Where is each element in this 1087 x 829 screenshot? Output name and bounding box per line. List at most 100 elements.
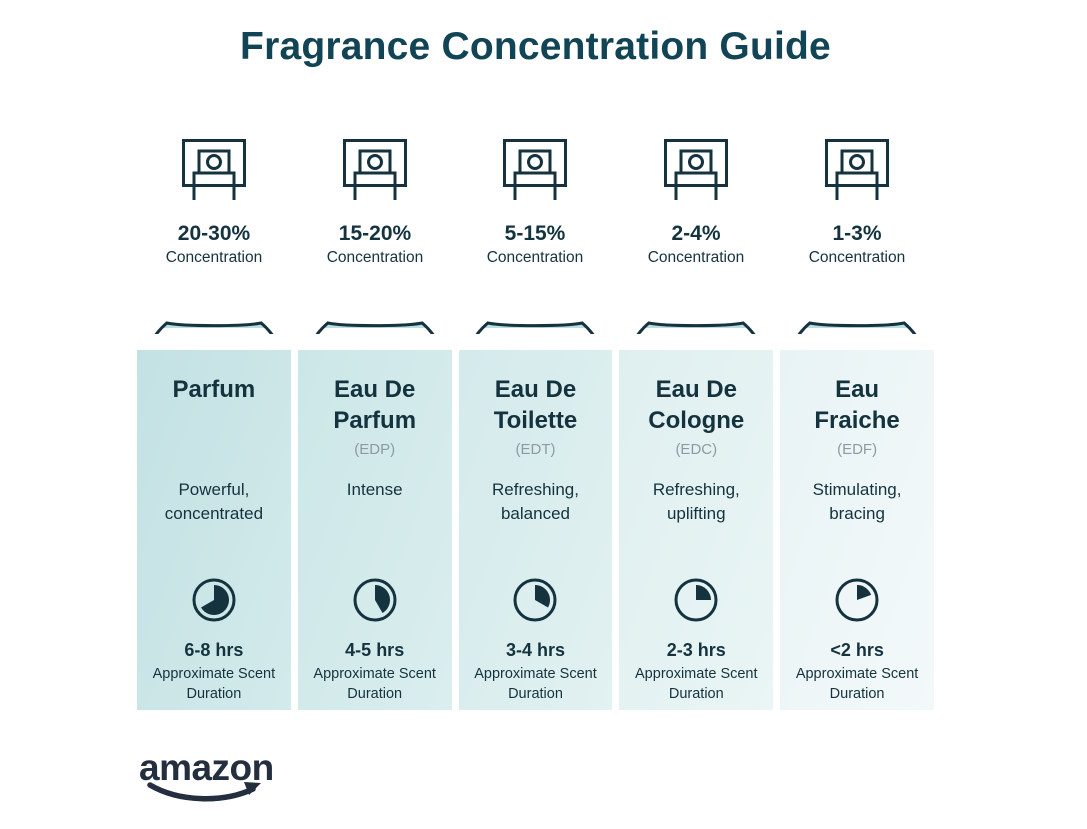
clock-zone <box>672 576 720 628</box>
column-title-zone: Eau De Cologne (EDC) <box>648 374 744 478</box>
scent-duration-caption: Approximate Scent Duration <box>795 666 919 702</box>
clock-zone <box>833 576 881 628</box>
clock-icon <box>674 578 718 622</box>
perfume-bottle-icon: 1-3% Concentration <box>785 139 930 334</box>
concentration-range: 15-20% <box>338 222 411 245</box>
fragrance-name-line1: Parfum <box>172 376 256 403</box>
bottle-cap <box>503 139 568 187</box>
clock-icon <box>353 578 397 622</box>
column-eau-de-toilette: Eau De Toilette (EDT) Refreshing, balanc… <box>458 350 613 710</box>
fragrance-columns: Parfum Powerful, concentrated 6-8 hrs Ap… <box>137 350 934 710</box>
clock-zone <box>190 576 238 628</box>
scent-duration: 6-8 hrs <box>184 640 244 660</box>
column-eau-de-parfum: Eau De Parfum (EDP) Intense 4-5 hrs Appr… <box>297 350 452 710</box>
bottle-body <box>315 321 435 334</box>
fragrance-name-line2: Fraiche <box>814 407 900 434</box>
perfume-bottle-icon: 15-20% Concentration <box>302 139 447 334</box>
bottle-nozzle-hole <box>849 154 866 170</box>
fragrance-name-line2: Cologne <box>648 407 745 434</box>
amazon-wordmark: amazon <box>139 747 274 788</box>
fragrance-name: Eau De Cologne <box>648 374 744 436</box>
bottle-body <box>636 321 756 334</box>
fragrance-abbr: (EDT) <box>515 441 556 458</box>
footer: amazon <box>139 747 1087 808</box>
concentration-range: 20-30% <box>178 222 251 245</box>
bottle-cell: 15-20% Concentration <box>298 136 452 334</box>
column-title-zone: Parfum <box>173 374 256 478</box>
fragrance-name-line1: Eau <box>835 376 880 403</box>
fragrance-description: Intense <box>346 480 403 499</box>
bottle-cap <box>181 139 246 187</box>
scent-duration-caption: Approximate Scent Duration <box>635 666 758 702</box>
clock-icon <box>192 578 236 622</box>
column-parfum: Parfum Powerful, concentrated 6-8 hrs Ap… <box>137 350 291 710</box>
page-title: Fragrance Concentration Guide <box>240 25 831 68</box>
column-eau-de-cologne: Eau De Cologne (EDC) Refreshing, uplifti… <box>619 350 774 710</box>
scent-duration-caption: Approximate Scent Duration <box>474 666 597 702</box>
scent-duration: 3-4 hrs <box>505 640 565 660</box>
perfume-bottle-icon: 20-30% Concentration <box>141 139 286 334</box>
concentration-label: Concentration <box>487 249 584 266</box>
fragrance-description: Refreshing, uplifting <box>652 480 740 523</box>
column-title-zone: Eau Fraiche (EDF) <box>814 374 899 478</box>
bottle-nozzle-hole <box>527 154 544 170</box>
scent-duration: 2-3 hrs <box>666 640 726 660</box>
clock-icon <box>835 578 879 622</box>
bottle-cap <box>664 139 729 187</box>
bottle-nozzle-hole <box>688 154 705 170</box>
bottle-nozzle-hole <box>205 154 222 170</box>
fragrance-description: Refreshing, balanced <box>492 480 579 523</box>
clock-icon <box>513 578 557 622</box>
concentration-label: Concentration <box>648 249 745 266</box>
column-title-zone: Eau De Toilette (EDT) <box>494 374 578 478</box>
concentration-range: 1-3% <box>833 222 882 245</box>
bottle-cell: 2-4% Concentration <box>619 136 773 334</box>
concentration-range: 5-15% <box>505 222 566 245</box>
scent-duration-caption: Approximate Scent Duration <box>313 666 436 702</box>
scent-duration-caption: Approximate Scent Duration <box>152 666 276 702</box>
fragrance-name: Eau De Parfum <box>333 374 416 436</box>
bottle-nozzle-hole <box>366 154 383 170</box>
fragrance-name-line1: Eau De <box>334 376 416 403</box>
clock-zone <box>511 576 559 628</box>
fragrance-description: Powerful, concentrated <box>164 480 264 523</box>
fragrance-name: Eau De Toilette <box>494 374 578 436</box>
concentration-label: Concentration <box>166 249 263 266</box>
bottle-liquid <box>141 323 286 328</box>
bottle-body <box>797 321 917 334</box>
fragrance-name: Parfum <box>173 374 256 405</box>
amazon-logo: amazon <box>139 747 309 808</box>
fragrance-name-line1: Eau De <box>494 376 577 403</box>
content-area: 20-30% Concentration 15-20% Concentratio… <box>137 136 934 710</box>
fragrance-name-line2: Toilette <box>493 407 578 434</box>
scent-duration: <2 hrs <box>830 640 884 660</box>
column-title-zone: Eau De Parfum (EDP) <box>333 374 416 478</box>
fragrance-name: Eau Fraiche <box>814 374 899 436</box>
bottle-liquid <box>463 323 608 328</box>
clock-zone <box>351 576 399 628</box>
column-eau-fraiche: Eau Fraiche (EDF) Stimulating, bracing <… <box>780 350 934 710</box>
amazon-smile-icon <box>147 782 261 802</box>
fragrance-abbr: (EDC) <box>675 441 718 458</box>
bottle-liquid <box>302 323 447 328</box>
bottle-cap <box>342 139 407 187</box>
bottle-body <box>154 321 274 334</box>
fragrance-name-line1: Eau De <box>655 376 737 403</box>
concentration-label: Concentration <box>326 249 423 266</box>
perfume-bottle-icon: 5-15% Concentration <box>463 139 608 334</box>
bottle-body <box>476 321 595 334</box>
fragrance-abbr: (EDF) <box>837 441 878 458</box>
fragrance-description: Stimulating, bracing <box>812 480 902 523</box>
fragrance-abbr: (EDP) <box>354 441 396 458</box>
concentration-range: 2-4% <box>672 222 721 245</box>
bottle-cell: 20-30% Concentration <box>137 136 291 334</box>
bottle-cap <box>825 139 890 187</box>
fragrance-name-line2: Parfum <box>333 407 417 434</box>
bottle-cell: 5-15% Concentration <box>459 136 613 334</box>
scent-duration: 4-5 hrs <box>345 640 405 660</box>
concentration-label: Concentration <box>809 249 906 266</box>
perfume-bottle-icon: 2-4% Concentration <box>624 139 769 334</box>
bottle-cell: 1-3% Concentration <box>780 136 934 334</box>
bottles-row: 20-30% Concentration 15-20% Concentratio… <box>137 136 934 334</box>
